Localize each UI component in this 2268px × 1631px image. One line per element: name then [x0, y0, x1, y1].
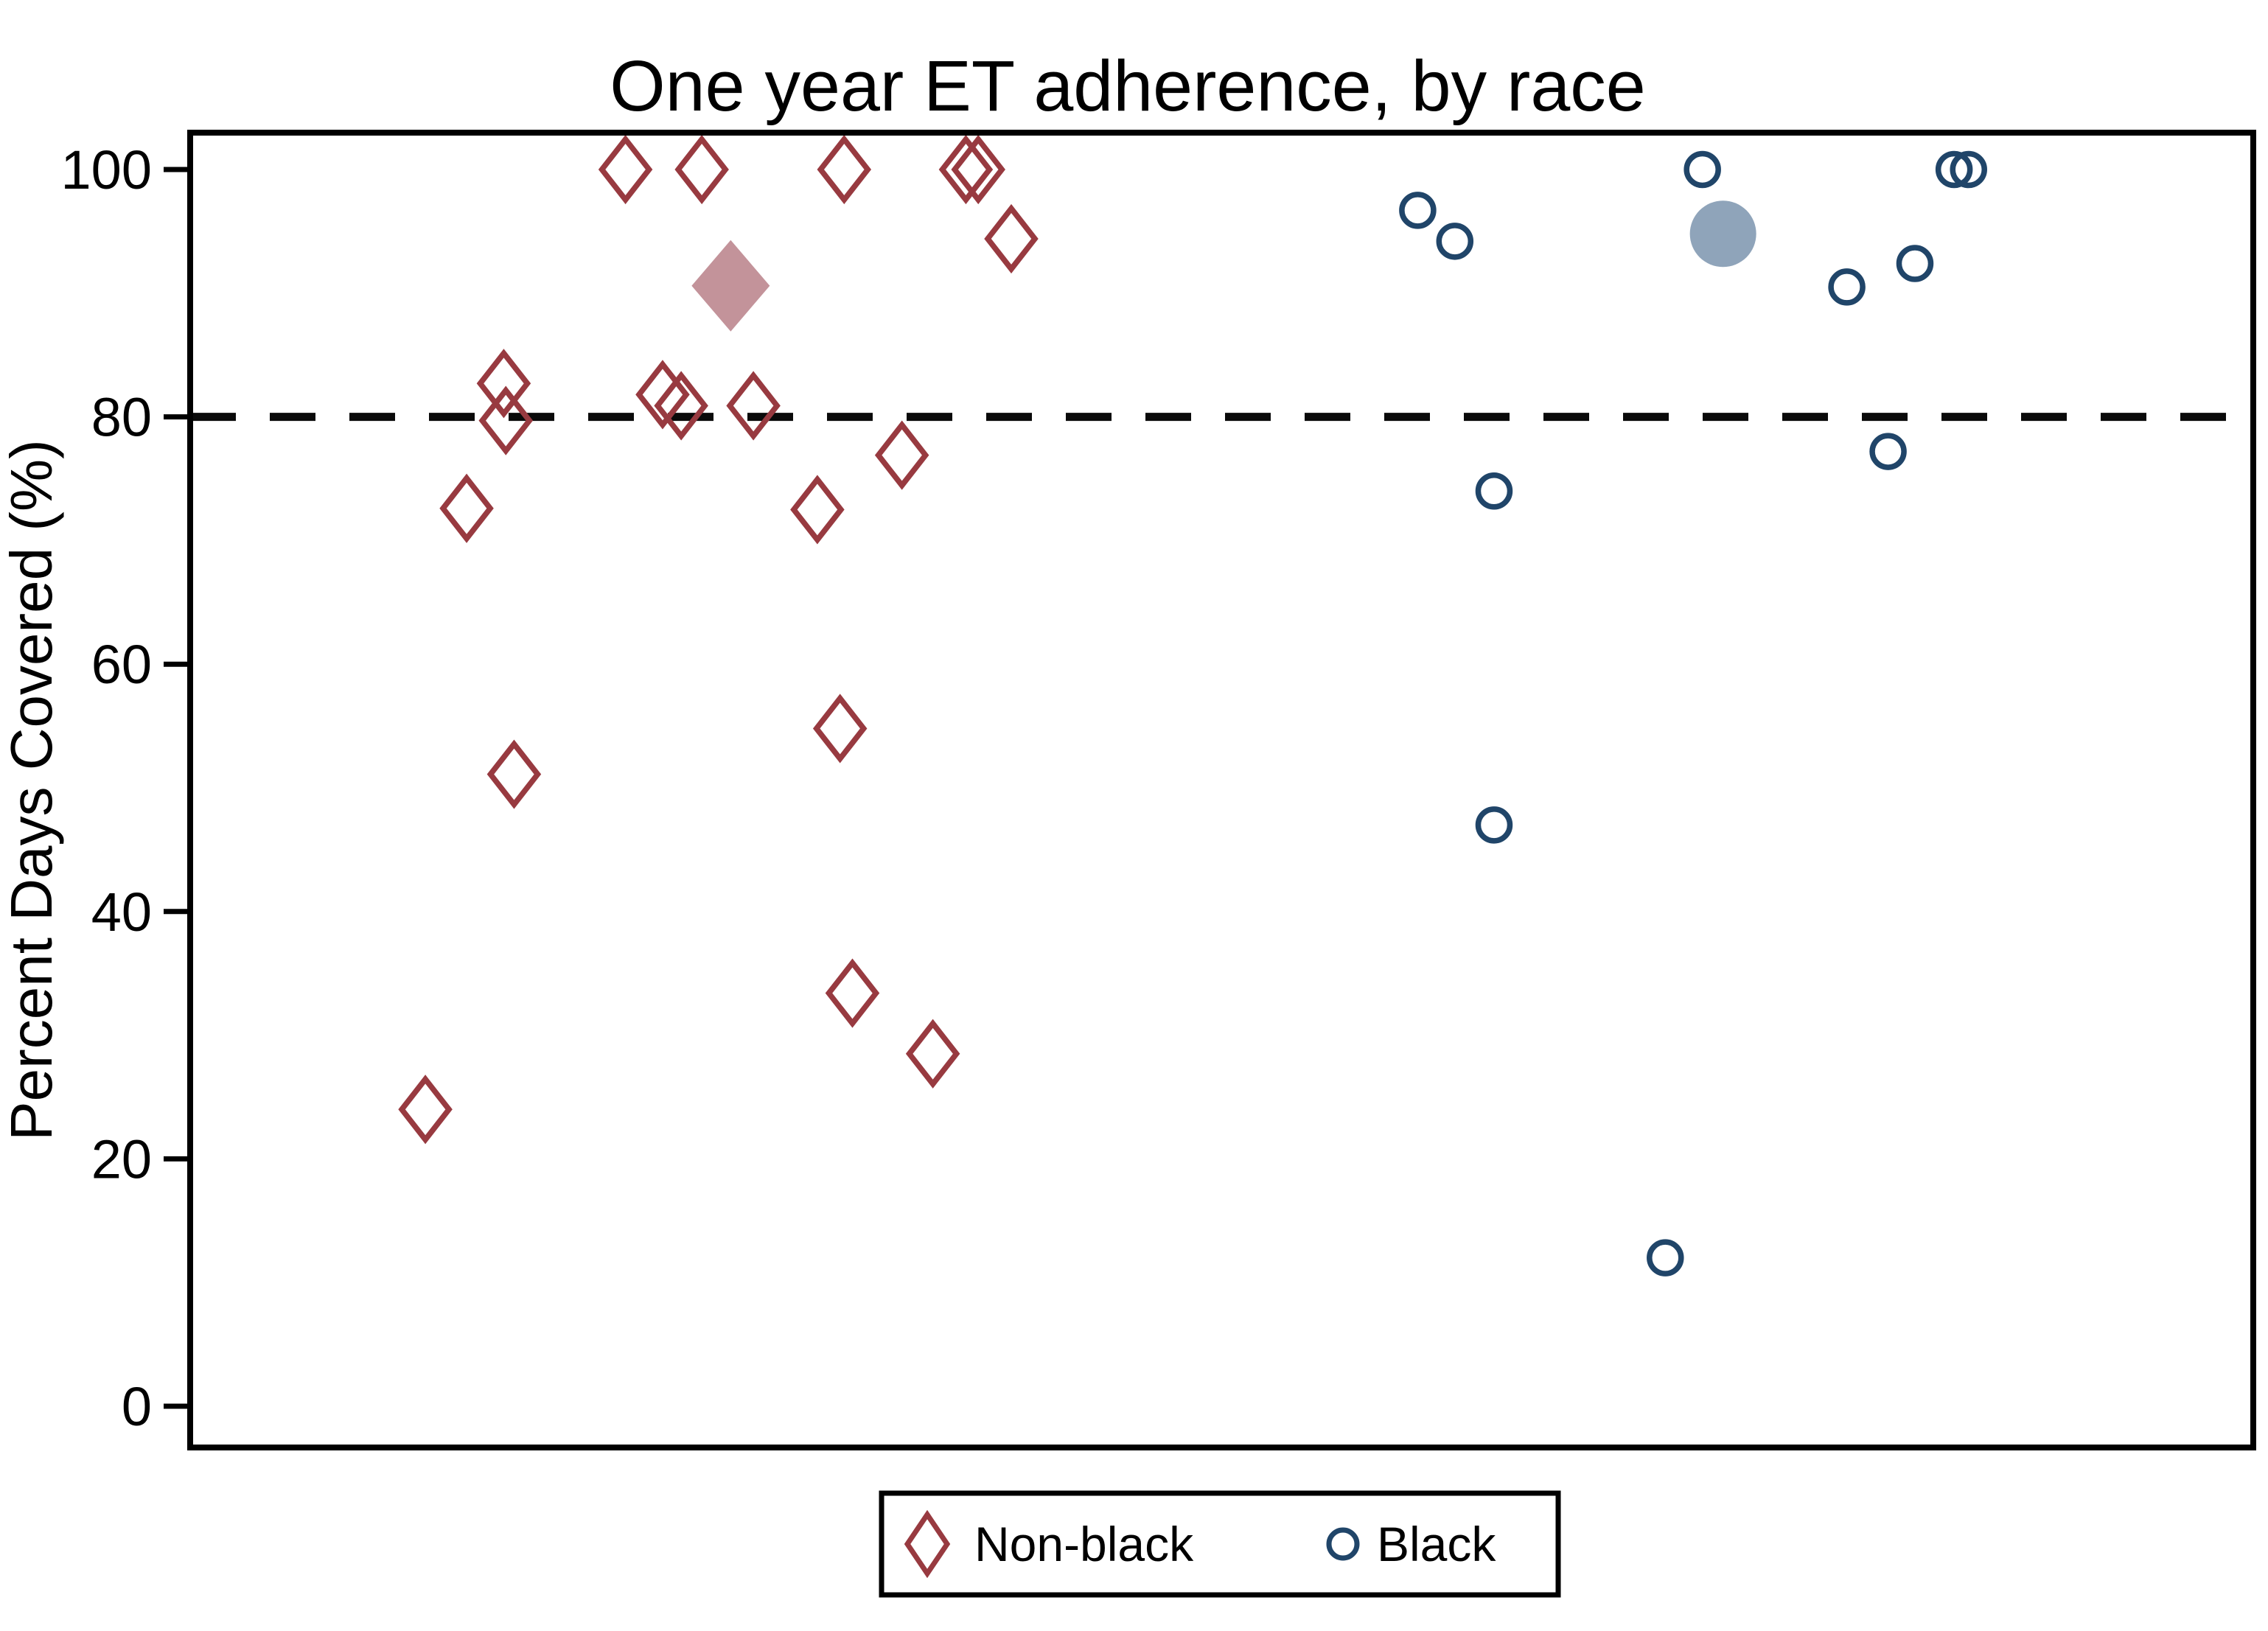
y-tick-label: 100 — [61, 139, 152, 200]
non-black-point — [951, 134, 1005, 205]
black-point — [1475, 472, 1513, 510]
non-black-point — [905, 1019, 960, 1089]
plot-border — [187, 130, 2256, 1450]
legend-box — [879, 1490, 1561, 1598]
black-point — [1647, 1239, 1684, 1276]
black-point — [1399, 192, 1437, 229]
legend: Non-black Black — [879, 1490, 1561, 1598]
y-tick-label: 20 — [91, 1128, 152, 1190]
non-black-point — [478, 385, 534, 455]
non-black-point — [598, 134, 653, 205]
legend-black-circle-icon — [1326, 1527, 1360, 1561]
non-black-point — [817, 134, 872, 205]
black-point — [1869, 433, 1907, 470]
non-black-point — [984, 203, 1039, 274]
black-point — [1475, 806, 1513, 844]
data-points-layer — [398, 134, 1987, 1276]
y-tick-label: 60 — [91, 634, 152, 695]
non-black-point — [938, 134, 994, 205]
non-black-large-filled-point — [691, 240, 770, 332]
y-tick-label: 80 — [91, 387, 152, 448]
non-black-point — [825, 958, 880, 1028]
non-black-point — [439, 473, 494, 543]
black-point — [1935, 150, 1973, 189]
y-axis: 0 20 40 60 80 100 — [61, 139, 190, 1437]
non-black-point — [654, 371, 708, 441]
non-black-point — [726, 371, 781, 441]
legend-nonblack-diamond-icon — [904, 1509, 951, 1579]
chart-title: One year ET adherence, by race — [610, 46, 1646, 126]
black-large-filled-point — [1689, 200, 1756, 268]
non-black-point — [874, 420, 929, 490]
y-axis-title: Percent Days Covered (%) — [0, 439, 64, 1140]
y-tick-label: 0 — [122, 1376, 152, 1437]
black-point — [1896, 245, 1934, 282]
legend-black-label: Black — [1377, 1517, 1496, 1571]
non-black-point — [674, 134, 729, 205]
non-black-point — [635, 360, 690, 430]
non-black-point — [486, 739, 542, 809]
non-black-point — [476, 349, 531, 419]
black-point — [1683, 150, 1721, 189]
non-black-point — [812, 694, 868, 764]
legend-nonblack-label: Non-black — [974, 1517, 1194, 1571]
non-black-point — [398, 1075, 453, 1145]
black-point — [1828, 268, 1866, 306]
non-black-point — [790, 475, 845, 545]
y-tick-label: 40 — [91, 881, 152, 943]
black-point — [1950, 150, 1987, 189]
black-point — [1436, 223, 1474, 260]
